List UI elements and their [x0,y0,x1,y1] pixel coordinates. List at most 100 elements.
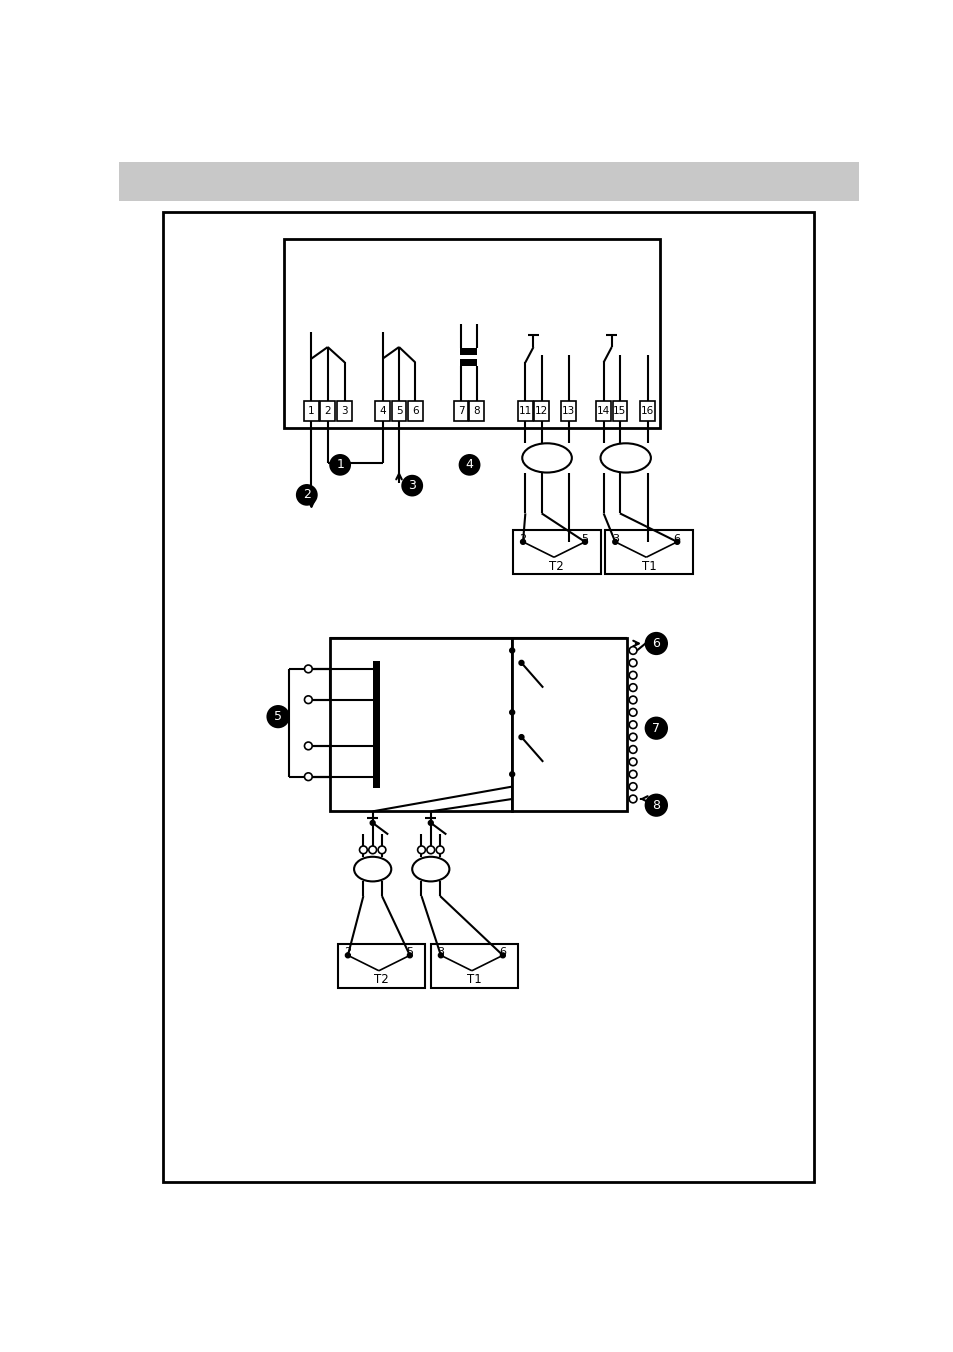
Text: 3: 3 [341,406,348,416]
Circle shape [304,742,312,750]
Circle shape [629,771,637,777]
Text: 1: 1 [308,406,314,416]
Circle shape [629,758,637,765]
Bar [459,347,476,354]
Text: 2: 2 [519,534,526,544]
Bar [373,661,376,788]
Circle shape [377,846,385,853]
Ellipse shape [354,857,391,882]
Bar [408,402,422,420]
Text: 7: 7 [457,406,464,416]
Text: 11: 11 [518,406,532,416]
Circle shape [629,745,637,753]
Circle shape [427,846,435,853]
Circle shape [509,648,514,653]
Bar [431,944,517,988]
Circle shape [330,454,350,475]
Circle shape [369,846,376,853]
Bar [459,358,476,365]
Circle shape [509,772,514,776]
Text: 2: 2 [302,488,311,502]
Text: 4: 4 [465,458,473,472]
Text: 6: 6 [498,948,506,957]
Text: 12: 12 [535,406,548,416]
Bar [392,402,406,420]
Bar [320,402,335,420]
Bar [469,402,483,420]
Circle shape [500,953,505,957]
Bar [337,944,425,988]
Circle shape [459,454,479,475]
Text: 15: 15 [613,406,626,416]
Circle shape [629,672,637,679]
Bar [304,402,318,420]
Ellipse shape [412,857,449,882]
Circle shape [407,953,412,957]
Text: T1: T1 [467,973,481,987]
Circle shape [267,706,289,727]
Circle shape [345,953,350,957]
Bar [330,638,512,811]
Circle shape [518,661,523,665]
Circle shape [629,721,637,729]
Circle shape [417,846,425,853]
Bar [612,402,627,420]
Text: 13: 13 [561,406,575,416]
Text: 5: 5 [274,710,282,723]
Circle shape [645,633,666,654]
Circle shape [629,658,637,667]
Circle shape [428,821,433,825]
Circle shape [370,821,375,825]
Circle shape [645,718,666,740]
Bar [604,530,692,575]
Text: 3: 3 [408,479,416,492]
Circle shape [359,846,367,853]
Text: 7: 7 [652,722,659,734]
Text: T1: T1 [641,560,656,573]
Text: 6: 6 [673,534,680,544]
Ellipse shape [521,443,571,473]
Text: 16: 16 [640,406,654,416]
Bar [560,402,576,420]
Bar [513,530,599,575]
Text: 6: 6 [652,637,659,650]
Bar [375,402,390,420]
Circle shape [304,773,312,780]
Circle shape [645,795,666,817]
Ellipse shape [599,443,650,473]
Bar [454,402,468,420]
Text: 4: 4 [379,406,386,416]
Circle shape [436,846,443,853]
Text: 2: 2 [344,948,351,957]
Circle shape [674,539,679,544]
Circle shape [582,539,587,544]
Circle shape [629,733,637,741]
Text: 8: 8 [473,406,479,416]
Circle shape [612,539,617,544]
Bar [639,402,655,420]
Text: 5: 5 [406,948,413,957]
Text: 3: 3 [611,534,618,544]
Text: T2: T2 [549,560,563,573]
Bar [119,162,858,200]
Circle shape [518,734,523,740]
Text: 5: 5 [395,406,402,416]
Bar [377,661,380,788]
Circle shape [304,696,312,703]
Circle shape [509,710,514,715]
Bar [512,638,626,811]
Text: 3: 3 [436,948,444,957]
Bar [337,402,352,420]
Text: 2: 2 [324,406,331,416]
Circle shape [629,783,637,791]
Text: 8: 8 [652,799,659,811]
Circle shape [629,684,637,691]
Circle shape [629,646,637,654]
Circle shape [304,665,312,673]
Circle shape [629,795,637,803]
Text: 1: 1 [335,458,344,472]
Circle shape [629,708,637,717]
Bar [517,402,532,420]
Circle shape [402,476,422,496]
Bar [163,212,814,1183]
